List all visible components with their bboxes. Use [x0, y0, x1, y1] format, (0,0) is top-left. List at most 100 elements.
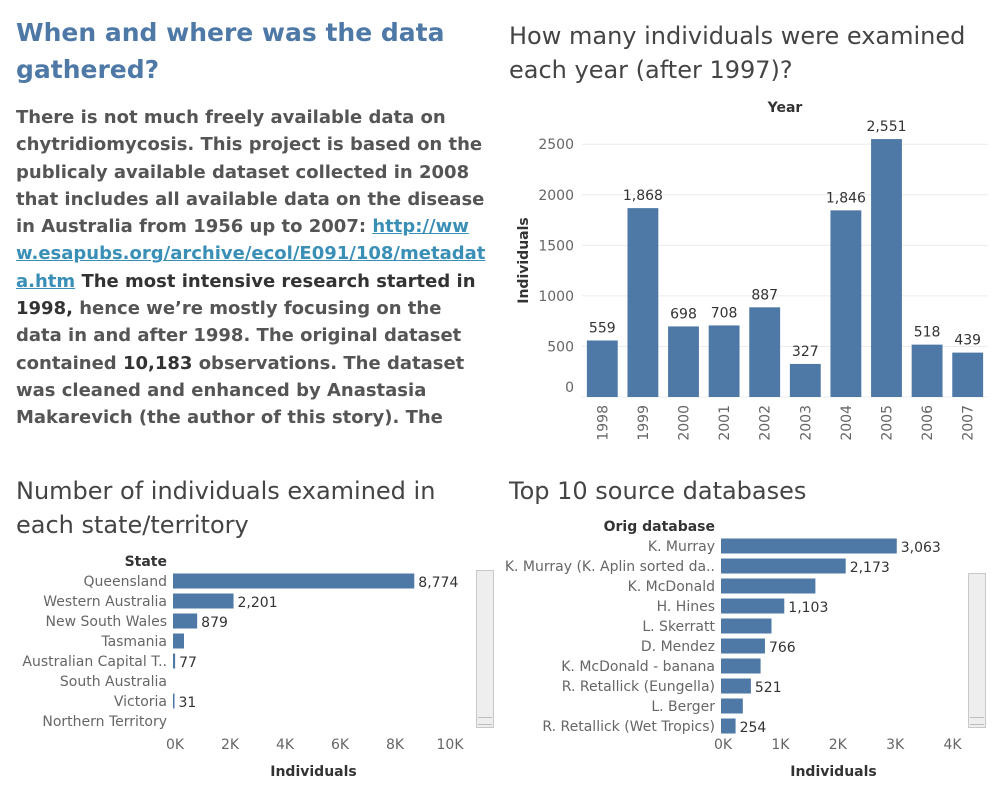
- dataset-link[interactable]: http://www.esapubs.org/archive/ecol/E091…: [16, 216, 486, 292]
- bar: [721, 618, 772, 634]
- x-tick-label: 2006: [920, 405, 936, 441]
- intro-text-2: hence we’re mostly focusing on the data …: [16, 298, 462, 374]
- category-label: K. Murray (K. Aplin sorted da..: [505, 559, 715, 575]
- x-tick-label: 2005: [880, 405, 896, 441]
- data-label: 708: [711, 305, 738, 321]
- x-tick-label: 2002: [758, 405, 774, 441]
- database-scrollbar-grip[interactable]: [970, 717, 984, 725]
- bar: [173, 573, 415, 589]
- x-axis-label: Individuals: [790, 764, 877, 780]
- bar: [173, 693, 175, 709]
- category-header: Orig database: [604, 519, 715, 535]
- bar-2007: [952, 352, 984, 397]
- category-label: R. Retallick (Eungella): [562, 679, 715, 695]
- y-tick-label: 2500: [538, 137, 574, 153]
- intro-text-1: There is not much freely available data …: [16, 107, 485, 238]
- bar-2001: [708, 325, 740, 397]
- bar-2004: [830, 210, 862, 397]
- y-tick-label: 0: [565, 380, 574, 396]
- data-label: 766: [769, 640, 796, 656]
- bar-1999: [627, 208, 659, 397]
- data-label: 2,201: [238, 595, 278, 611]
- data-label: 698: [670, 306, 697, 322]
- x-tick-label: 2K: [221, 737, 240, 753]
- data-label: 1,103: [788, 600, 828, 616]
- data-label: 559: [589, 320, 616, 336]
- bar: [721, 538, 897, 554]
- bar-2000: [668, 326, 699, 397]
- x-tick-label: 4K: [943, 737, 962, 753]
- bar: [173, 593, 234, 609]
- x-tick-label: 2000: [677, 405, 693, 441]
- bar-2003: [789, 363, 821, 397]
- x-tick-label: 2007: [961, 405, 977, 441]
- bar: [721, 598, 785, 614]
- data-label: 327: [792, 344, 819, 360]
- bar: [173, 653, 176, 669]
- bar: [721, 698, 743, 714]
- category-label: L. Berger: [651, 699, 715, 715]
- x-tick-label: 4K: [276, 737, 295, 753]
- data-label: 887: [751, 287, 778, 303]
- x-tick-label: 1998: [595, 405, 611, 441]
- category-label: South Australia: [60, 674, 167, 690]
- category-label: D. Mendez: [641, 639, 715, 655]
- bar: [721, 578, 816, 594]
- x-tick-label: 3K: [886, 737, 905, 753]
- x-tick-label: 2004: [839, 405, 855, 441]
- year-axis-label: Year: [767, 100, 803, 116]
- database-bar-chart: Orig database K. Murray 3,063 K. Murray (K.…: [505, 519, 963, 780]
- x-tick-label: 2001: [717, 405, 733, 441]
- state-scrollbar-grip[interactable]: [478, 717, 492, 725]
- data-label: 2,173: [850, 560, 890, 576]
- state-chart-scrollbar[interactable]: [476, 570, 494, 728]
- x-tick-label: 1999: [636, 405, 652, 441]
- bar-2005: [871, 139, 902, 397]
- intro-text-strong-1: The most intensive research started in 1…: [16, 270, 476, 320]
- individuals-axis-label: Individuals: [516, 217, 532, 304]
- x-tick-label: 0K: [714, 737, 733, 753]
- data-label: 31: [179, 695, 197, 711]
- category-label: R. Retallick (Wet Tropics): [542, 719, 715, 735]
- category-label: L. Skerratt: [642, 619, 715, 635]
- category-label: Western Australia: [43, 594, 167, 610]
- x-tick-label: 6K: [331, 737, 350, 753]
- category-label: K. McDonald: [628, 579, 715, 595]
- y-tick-label: 2000: [538, 188, 574, 204]
- bar: [721, 638, 765, 654]
- category-label: H. Hines: [657, 599, 715, 615]
- x-tick-label: 10K: [437, 737, 465, 753]
- x-tick-label: 0K: [166, 737, 185, 753]
- x-tick-label: 8K: [386, 737, 405, 753]
- category-label: New South Wales: [46, 614, 167, 630]
- x-tick-label: 2K: [829, 737, 848, 753]
- x-axis-label: Individuals: [270, 764, 357, 780]
- bar: [721, 678, 751, 694]
- bar: [173, 633, 184, 649]
- database-chart-title: Top 10 source databases: [509, 477, 807, 505]
- y-tick-label: 1000: [538, 289, 574, 305]
- data-label: 518: [914, 325, 941, 341]
- year-chart-title: How many individuals were examined each …: [509, 22, 966, 84]
- database-chart-scrollbar[interactable]: [968, 573, 986, 728]
- category-label: K. Murray: [648, 539, 715, 555]
- intro-paragraph: There is not much freely available data …: [16, 104, 486, 434]
- category-label: K. McDonald - banana: [561, 659, 715, 675]
- year-bar-chart: Year Individuals 0 500 1000 1500 2000 2500 559 19…: [516, 100, 988, 441]
- x-tick-label: 1K: [771, 737, 790, 753]
- intro-text-strong-2: 10,183: [122, 352, 193, 374]
- category-label: Northern Territory: [42, 714, 167, 730]
- bar-1998: [586, 340, 618, 397]
- bar: [721, 718, 736, 734]
- data-label: 521: [755, 680, 782, 696]
- x-tick-label: 2003: [798, 405, 814, 441]
- category-label: Queensland: [83, 574, 167, 590]
- data-label: 254: [740, 720, 767, 736]
- category-header: State: [125, 554, 167, 570]
- data-label: 3,063: [901, 540, 941, 556]
- state-chart-title: Number of individuals examined in each s…: [16, 477, 436, 539]
- data-label: 77: [179, 655, 197, 671]
- category-label: Australian Capital T..: [22, 654, 167, 670]
- data-label: 1,846: [826, 190, 866, 206]
- y-tick-label: 500: [547, 339, 574, 355]
